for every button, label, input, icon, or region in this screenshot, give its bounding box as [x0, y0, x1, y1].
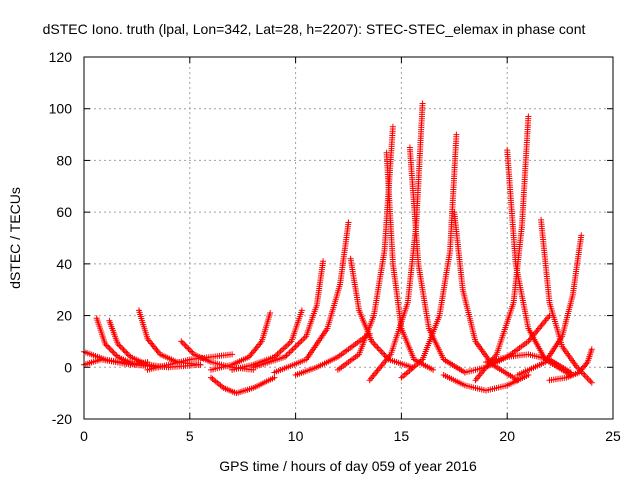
arc-markers [546, 346, 595, 384]
x-tick-label: 10 [288, 428, 304, 444]
arc-15 [383, 149, 437, 373]
arc-markers [504, 147, 574, 378]
arc-22 [504, 147, 574, 378]
arc-markers [208, 374, 278, 397]
arc-12 [292, 330, 373, 378]
arc-21 [472, 113, 532, 384]
arc-27 [546, 346, 595, 384]
arc-markers [398, 131, 460, 381]
y-tick-label: 40 [56, 256, 72, 272]
arc-markers [514, 232, 585, 378]
arc-markers [451, 209, 521, 384]
arc-25 [514, 232, 585, 378]
plot-frame [83, 56, 614, 420]
arc-10 [250, 258, 327, 371]
y-tick-label: 80 [56, 152, 72, 168]
y-tick-label: -20 [52, 411, 72, 427]
data-points [81, 100, 595, 397]
arc-8 [208, 310, 274, 373]
x-tick-label: 0 [80, 428, 88, 444]
arc-19 [451, 209, 521, 384]
arc-markers [383, 149, 437, 373]
arc-markers [292, 330, 373, 378]
x-tick-label: 15 [394, 428, 410, 444]
y-tick-label: 100 [49, 101, 73, 117]
y-tick-label: 20 [56, 308, 72, 324]
arc-markers [472, 113, 532, 384]
y-tick-label: 60 [56, 204, 72, 220]
arc-markers [208, 310, 274, 373]
arc-markers [250, 258, 327, 371]
arc-20 [440, 372, 532, 394]
chart-title: dSTEC Iono. truth (lpal, Lon=342, Lat=28… [43, 21, 586, 37]
x-axis-label: GPS time / hours of day 059 of year 2016 [219, 458, 477, 474]
y-axis-label: dSTEC / TECUs [7, 187, 23, 289]
arc-26 [461, 312, 553, 376]
arc-markers [271, 219, 352, 376]
x-tick-label: 5 [186, 428, 194, 444]
arc-18 [398, 131, 460, 381]
x-tick-label: 25 [605, 428, 621, 444]
arc-11 [271, 219, 352, 376]
tick-labels: 0 5 10 15 20 25 -20 0 20 40 60 80 100 120 [49, 49, 621, 444]
x-tick-label: 20 [499, 428, 515, 444]
arc-markers [461, 312, 553, 376]
arc-7 [208, 374, 278, 397]
arc-markers [440, 372, 532, 394]
y-tick-label: 120 [49, 49, 73, 65]
y-tick-label: 0 [64, 359, 72, 375]
